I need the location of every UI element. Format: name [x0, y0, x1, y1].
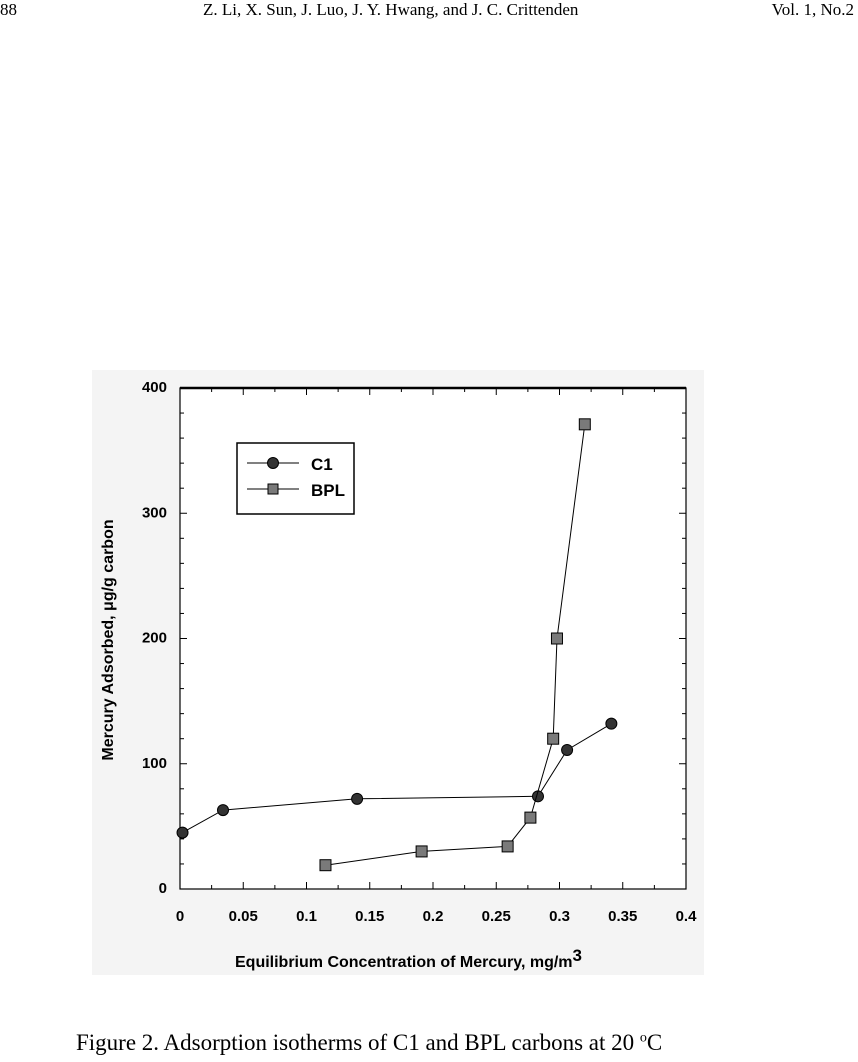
legend-box [236, 442, 355, 515]
y-tick-label: 100 [142, 755, 167, 772]
data-point-c1 [351, 792, 364, 805]
tick-layer: 0 0.05 0.1 0.15 0.2 0.25 0.3 0.35 0.4 0 100 200 300 4… [142, 379, 697, 925]
x-axis-label: Equilibrium Concentration of Mercury, mg… [235, 946, 582, 971]
y-tick-label: 300 [142, 504, 167, 521]
x-tick-label: 0.4 [676, 908, 698, 925]
x-tick-label: 0.3 [549, 908, 570, 925]
data-point-c1 [605, 717, 618, 730]
x-tick-label: 0.1 [296, 908, 317, 925]
x-tick-label: 0.2 [423, 908, 444, 925]
x-axis-label-superscript: 3 [573, 946, 582, 965]
x-tick-label: 0.15 [355, 908, 384, 925]
x-tick-label: 0.35 [608, 908, 637, 925]
running-header-volume: Vol. 1, No.2 [771, 0, 854, 19]
data-point-bpl [578, 418, 591, 431]
legend-bpl-label: BPL [311, 481, 345, 500]
legend-c1-label: C1 [311, 455, 333, 474]
y-axis-label: Mercury Adsorbed, μg/g carbon [100, 519, 117, 760]
y-tick-label: 400 [142, 379, 167, 396]
caption-degree: o [639, 1030, 647, 1046]
data-point-bpl [415, 845, 428, 858]
data-point-bpl [501, 840, 514, 853]
x-tick-label: 0 [176, 908, 184, 925]
legend: C1 BPL [236, 442, 355, 515]
adsorption-isotherm-chart: 0 0.05 0.1 0.15 0.2 0.25 0.3 0.35 0.4 0 100 200 300 4… [100, 379, 697, 971]
x-tick-label: 0.25 [482, 908, 511, 925]
x-tick-label: 0.05 [229, 908, 258, 925]
caption-text: Figure 2. Adsorption isotherms of C1 and… [76, 1030, 635, 1055]
data-point-bpl [319, 859, 332, 872]
figure-panel: 0 0.05 0.1 0.15 0.2 0.25 0.3 0.35 0.4 0 100 200 300 4… [92, 370, 704, 975]
data-point-c1 [176, 826, 189, 839]
series-layer [176, 418, 618, 872]
legend-bpl-marker [267, 483, 279, 495]
y-tick-label: 200 [142, 630, 167, 647]
y-tick-label: 0 [159, 880, 167, 897]
figure-caption: Figure 2. Adsorption isotherms of C1 and… [76, 1030, 662, 1056]
legend-c1-marker [267, 457, 279, 469]
data-point-c1 [217, 804, 230, 817]
page-number: 88 [0, 0, 17, 19]
data-point-c1 [561, 743, 574, 756]
series-c1-line [182, 723, 612, 834]
data-point-bpl [524, 811, 537, 824]
caption-unit: C [646, 1030, 663, 1055]
data-point-bpl [550, 632, 563, 645]
data-point-bpl [547, 732, 560, 745]
running-header-authors: Z. Li, X. Sun, J. Luo, J. Y. Hwang, and … [203, 0, 579, 19]
